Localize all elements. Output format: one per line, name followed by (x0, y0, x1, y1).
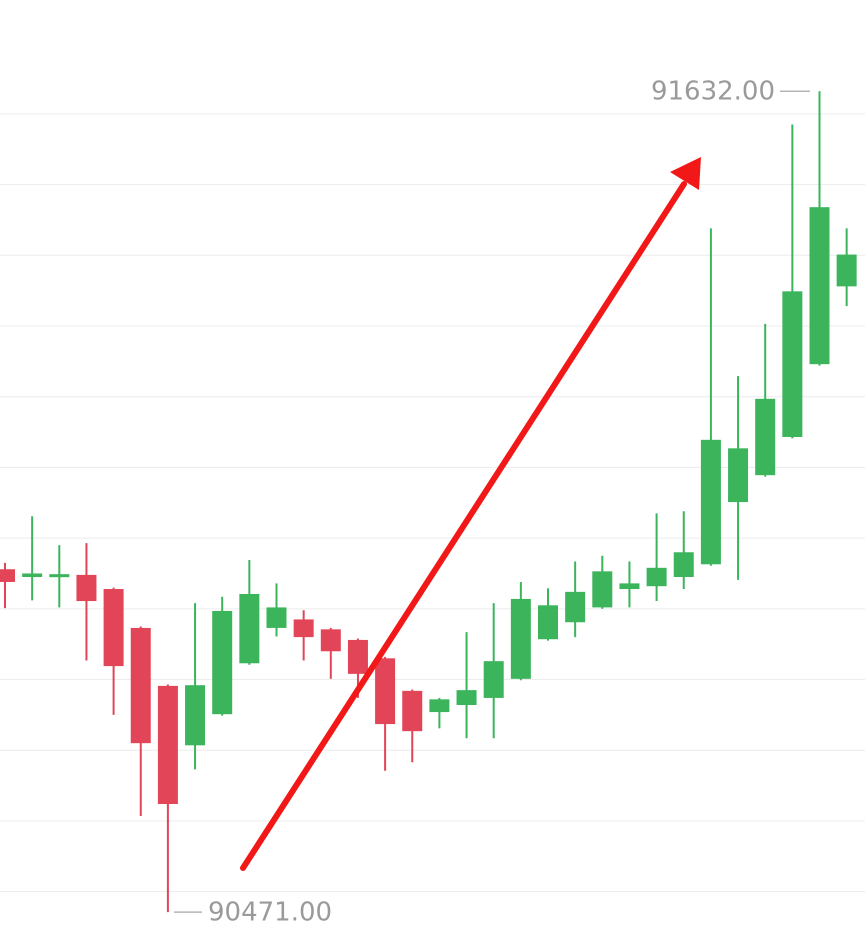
candle-body (239, 593, 260, 664)
candle-body (103, 589, 124, 667)
candle-body (755, 398, 776, 476)
candle-body (49, 574, 70, 578)
annotations: 91632.00 90471.00 (174, 77, 810, 928)
candle-body (130, 627, 151, 744)
candle-body (293, 619, 314, 638)
candle-body (809, 207, 830, 365)
candle-body (375, 658, 396, 725)
candle-body (592, 571, 613, 608)
candle-body (320, 629, 341, 652)
candle-body (347, 639, 368, 674)
candles (0, 91, 857, 913)
candle-body (728, 448, 749, 503)
annotation-label: 90471.00 (208, 898, 332, 928)
arrow-head (670, 157, 701, 190)
candle-body (836, 254, 857, 287)
candle-body (402, 690, 423, 732)
candle-body (619, 583, 640, 590)
candle-body (510, 598, 531, 679)
trend-arrow (240, 157, 701, 871)
candle-body (76, 574, 97, 602)
candle-body (185, 685, 206, 746)
candle-body (266, 607, 287, 628)
candle-body (483, 661, 504, 698)
candle-body (700, 439, 721, 565)
candle-body (565, 591, 586, 623)
candle-body (212, 610, 233, 715)
candle-body (782, 291, 803, 437)
candle-body (0, 569, 15, 582)
grid (0, 113, 865, 893)
candle-body (429, 699, 450, 713)
annotation-label: 91632.00 (651, 77, 775, 107)
candle-body (538, 605, 558, 640)
arrow-shaft (240, 181, 687, 871)
candle-body (22, 573, 43, 578)
candle-body (157, 685, 178, 804)
candle-body (646, 567, 667, 587)
candle-body (456, 690, 477, 705)
candle-body (673, 552, 694, 578)
